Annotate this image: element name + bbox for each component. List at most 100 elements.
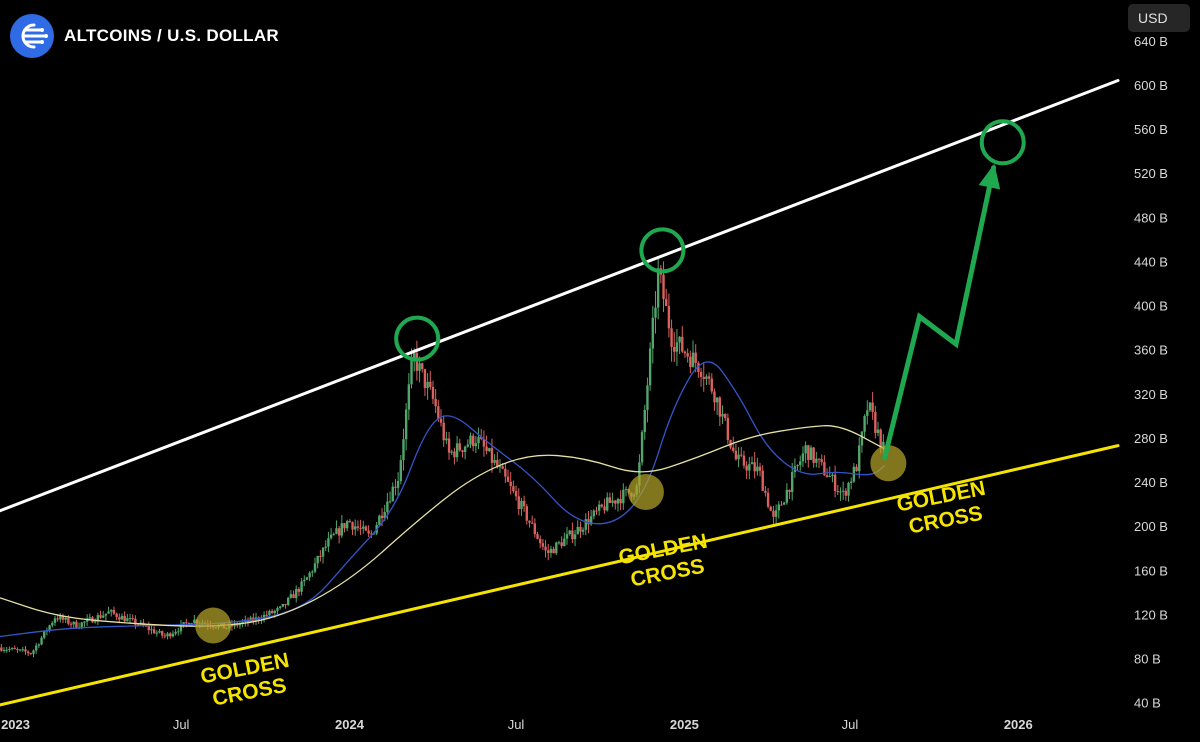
candle-body xyxy=(429,381,432,387)
candle-body xyxy=(847,482,850,496)
candle-body xyxy=(764,490,767,493)
candle-body xyxy=(490,448,494,463)
candle-body xyxy=(16,649,19,651)
candle-body xyxy=(753,462,756,472)
y-tick-label: 80 B xyxy=(1134,652,1161,667)
candle-body xyxy=(681,336,684,352)
candle-body xyxy=(270,610,274,614)
candle-body xyxy=(769,506,772,511)
candle-body xyxy=(640,432,644,463)
candle-body xyxy=(26,651,30,654)
y-tick-label: 200 B xyxy=(1134,519,1168,534)
y-tick-label: 400 B xyxy=(1134,299,1168,314)
candle-body xyxy=(831,474,834,477)
candle-body xyxy=(705,376,708,380)
candle-body xyxy=(471,435,475,447)
candle-body xyxy=(5,649,8,651)
candle-body xyxy=(536,534,539,539)
candle-body xyxy=(493,460,496,463)
candle-body xyxy=(474,443,478,447)
candle-body xyxy=(844,490,848,496)
candle-body xyxy=(399,460,402,482)
candle-body xyxy=(863,415,866,432)
candle-body xyxy=(777,504,781,511)
candle-body xyxy=(815,458,818,463)
candle-body xyxy=(292,594,295,598)
candle-body xyxy=(750,462,754,465)
candle-body xyxy=(469,435,472,445)
candle-body xyxy=(488,448,491,452)
candle-body xyxy=(549,548,553,553)
candle-body xyxy=(120,615,124,620)
candle-body xyxy=(166,633,169,637)
projection xyxy=(882,163,1001,461)
candle-body xyxy=(565,534,569,539)
candle-body xyxy=(107,611,110,614)
candle-body xyxy=(482,438,486,447)
candle-body xyxy=(345,520,349,529)
candle-body xyxy=(179,624,183,632)
x-tick-label: 2024 xyxy=(335,717,365,732)
candle-body xyxy=(329,534,333,539)
projection-arrowhead xyxy=(978,163,1001,190)
candle-body xyxy=(96,615,100,622)
candle-body xyxy=(185,622,188,624)
candle-body xyxy=(10,648,14,650)
candle-body xyxy=(327,538,330,547)
candle-body xyxy=(539,538,542,544)
candle-body xyxy=(726,418,730,440)
speed-stream-logo-icon xyxy=(10,14,54,58)
candle-body xyxy=(761,470,764,491)
green-highlight-circle xyxy=(639,227,686,274)
candle-body xyxy=(833,474,837,492)
candle-body xyxy=(782,502,786,505)
candle-body xyxy=(110,610,113,612)
candle-body xyxy=(525,506,528,521)
candle-body xyxy=(745,465,748,471)
candle-body xyxy=(858,445,861,472)
candle-body xyxy=(734,450,738,460)
candle-body xyxy=(825,475,829,477)
highlights xyxy=(195,119,1026,644)
candle-body xyxy=(563,538,566,547)
candle-body xyxy=(520,500,523,510)
candle-body xyxy=(80,622,83,628)
y-tick-label: 480 B xyxy=(1134,210,1168,225)
candle-body xyxy=(841,490,845,492)
candle-body xyxy=(447,438,451,453)
x-tick-label: Jul xyxy=(508,717,525,732)
candle-body xyxy=(319,555,322,557)
candle-body xyxy=(603,506,606,511)
candle-body xyxy=(136,624,140,626)
candle-body xyxy=(506,476,510,482)
candle-body xyxy=(348,520,352,523)
candle-body xyxy=(496,460,499,467)
candle-body xyxy=(849,481,853,483)
currency-button[interactable]: USD xyxy=(1128,4,1190,32)
candle-body xyxy=(501,466,504,469)
candle-body xyxy=(410,358,413,385)
candle-body xyxy=(544,546,547,551)
y-tick-label: 240 B xyxy=(1134,475,1168,490)
candle-body xyxy=(265,614,268,616)
candle-body xyxy=(354,526,357,530)
candle-body xyxy=(458,443,461,451)
candle-body xyxy=(809,447,813,460)
candle-body xyxy=(2,649,6,651)
candle-body xyxy=(485,446,488,452)
candle-body xyxy=(404,409,408,440)
candle-body xyxy=(691,352,695,367)
candle-body xyxy=(587,519,590,525)
candle-body xyxy=(442,422,445,441)
candle-body xyxy=(504,468,507,477)
candle-body xyxy=(388,501,392,503)
candle-body xyxy=(823,461,826,476)
candle-body xyxy=(879,429,882,449)
green-highlight-circle xyxy=(979,119,1026,166)
candle-body xyxy=(426,381,429,389)
candle-body xyxy=(112,610,116,614)
candle-body xyxy=(576,526,579,535)
